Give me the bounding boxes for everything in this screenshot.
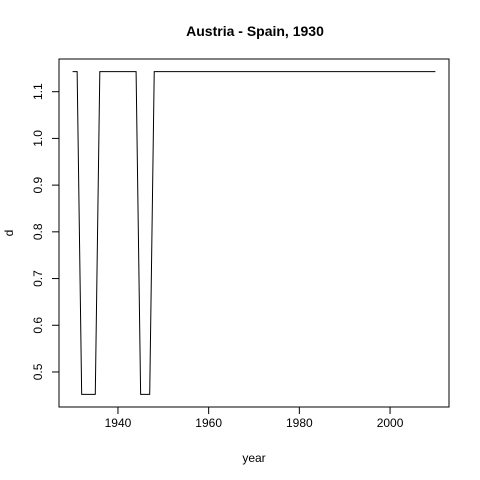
y-tick-label: 0.7 — [31, 270, 45, 287]
y-axis-label: d — [2, 230, 16, 237]
y-tick-label: 0.5 — [31, 363, 45, 380]
y-tick-label: 0.9 — [31, 176, 45, 193]
plot-frame — [58, 58, 450, 408]
series-layer — [72, 71, 436, 395]
chart-title: Austria - Spain, 1930 — [186, 23, 324, 39]
x-axis-label: year — [242, 451, 265, 465]
y-tick-label: 1.1 — [31, 83, 45, 100]
series-line — [72, 71, 436, 395]
y-tick-label: 0.6 — [31, 317, 45, 334]
x-tick-label: 1960 — [195, 416, 222, 430]
y-axis: 0.5 0.6 0.7 0.8 0.9 1.0 1.1 — [31, 83, 60, 380]
x-tick-label: 1980 — [286, 416, 313, 430]
y-tick-label: 0.8 — [31, 223, 45, 240]
y-tick-label: 1.0 — [31, 130, 45, 147]
x-tick-label: 1940 — [105, 416, 132, 430]
x-axis: 1940 1960 1980 2000 — [105, 406, 404, 430]
x-tick-label: 2000 — [377, 416, 404, 430]
